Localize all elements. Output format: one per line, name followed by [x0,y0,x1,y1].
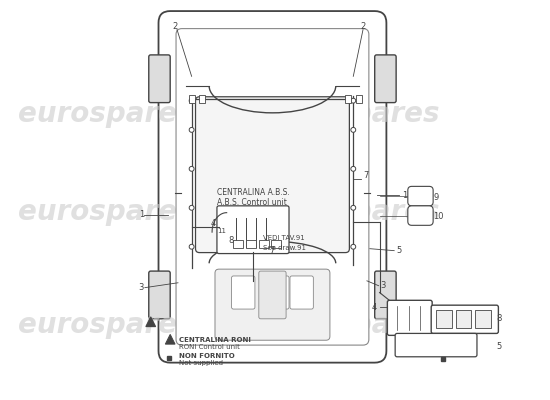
Bar [246,240,256,248]
Circle shape [189,166,194,171]
Text: 2: 2 [172,22,178,31]
Text: eurospares: eurospares [18,100,193,128]
Text: 7: 7 [363,171,368,180]
Polygon shape [146,317,156,327]
Text: 8: 8 [497,314,502,323]
Bar [189,95,195,103]
FancyBboxPatch shape [232,276,255,309]
FancyBboxPatch shape [176,29,369,345]
Circle shape [351,166,356,171]
Circle shape [189,205,194,210]
Text: 2: 2 [360,22,365,31]
FancyBboxPatch shape [148,271,170,319]
Text: 1: 1 [139,210,144,219]
Bar [259,240,268,248]
Text: 9: 9 [433,192,438,202]
FancyBboxPatch shape [259,271,286,319]
FancyBboxPatch shape [408,206,433,225]
Text: A.B.S. Control unit: A.B.S. Control unit [217,198,287,207]
Text: Not supplied: Not supplied [179,360,223,366]
Circle shape [351,128,356,132]
Text: eurospares: eurospares [264,198,439,226]
Circle shape [189,244,194,249]
Text: 1: 1 [402,191,407,200]
FancyBboxPatch shape [375,271,396,319]
Text: 5: 5 [396,246,402,255]
Bar [356,95,362,103]
FancyBboxPatch shape [266,276,289,309]
FancyBboxPatch shape [195,97,349,252]
Bar [272,240,281,248]
Text: eurospares: eurospares [18,198,193,226]
Text: CENTRALINA RONI: CENTRALINA RONI [179,337,251,343]
Text: NON FORNITO: NON FORNITO [179,353,235,359]
Text: 5: 5 [497,342,502,350]
Bar [234,240,243,248]
Circle shape [351,244,356,249]
FancyBboxPatch shape [217,206,289,254]
FancyBboxPatch shape [158,11,387,363]
Text: 3: 3 [138,283,144,292]
FancyBboxPatch shape [431,305,498,334]
Polygon shape [166,334,175,344]
FancyBboxPatch shape [395,334,477,357]
Circle shape [189,128,194,132]
Circle shape [351,98,356,103]
FancyBboxPatch shape [148,55,170,103]
Bar [455,310,471,328]
Text: 3: 3 [381,281,386,290]
Text: 11: 11 [217,228,226,234]
Text: CENTRALINA A.B.S.: CENTRALINA A.B.S. [217,188,290,197]
Text: eurospares: eurospares [264,311,439,339]
Text: 10: 10 [433,212,444,221]
Text: eurospares: eurospares [18,311,193,339]
Bar [436,310,452,328]
Text: 4: 4 [372,303,377,312]
Circle shape [351,205,356,210]
Text: eurospares: eurospares [264,100,439,128]
Text: 7: 7 [270,246,275,255]
FancyBboxPatch shape [387,300,432,335]
FancyBboxPatch shape [408,186,433,206]
Text: 4: 4 [211,219,216,228]
Text: See draw.91: See draw.91 [263,245,306,251]
Text: VEDI TAV.91: VEDI TAV.91 [263,235,305,241]
Bar [200,95,205,103]
FancyBboxPatch shape [290,276,314,309]
FancyBboxPatch shape [375,55,396,103]
Bar [345,95,351,103]
Text: RONI Control unit: RONI Control unit [179,344,240,350]
Circle shape [189,98,194,103]
FancyBboxPatch shape [215,269,330,340]
Bar [475,310,491,328]
Text: 8: 8 [229,236,234,246]
